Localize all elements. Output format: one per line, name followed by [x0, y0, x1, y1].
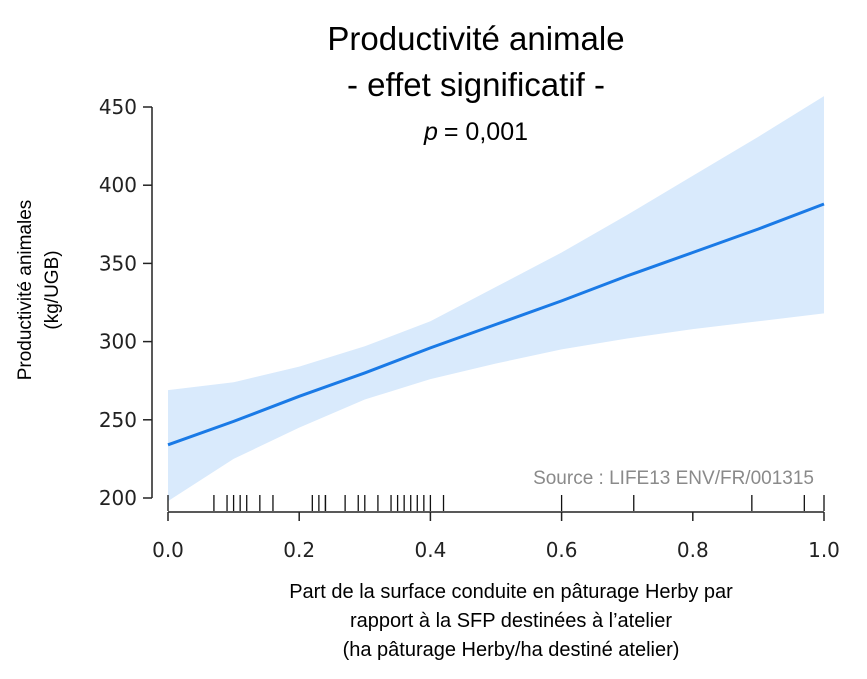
x-tick-label: 0.4 [414, 538, 446, 562]
x-axis-label-line1: Part de la surface conduite en pâturage … [289, 581, 733, 603]
p-symbol: p [423, 118, 438, 146]
p-value: = 0,001 [444, 118, 528, 146]
fit-line [167, 202, 825, 447]
rug-marks [167, 495, 825, 511]
x-axis-label-line2: rapport à la SFP destinées à l’atelier [350, 610, 672, 632]
y-tick-label: 450 [99, 95, 137, 119]
x-axis-ticks: 0.0 0.2 0.4 0.6 0.8 1.0 [152, 512, 840, 562]
p-value-annotation: p = 0,001 [423, 118, 528, 146]
y-tick-label: 350 [99, 251, 137, 275]
chart-subtitle: - effet significatif - [347, 66, 605, 103]
x-tick-label: 1.0 [808, 538, 840, 562]
chart-title: Productivité animale [327, 20, 624, 57]
x-tick-label: 0.8 [677, 538, 709, 562]
y-axis-ticks: 200 250 300 350 400 450 [99, 95, 152, 510]
y-tick-label: 200 [99, 486, 137, 510]
y-tick-label: 250 [99, 408, 137, 432]
x-axis-label-line3: (ha pâturage Herby/ha destiné atelier) [343, 639, 680, 661]
source-note: Source : LIFE13 ENV/FR/001315 [533, 468, 814, 489]
y-tick-label: 400 [99, 173, 137, 197]
y-tick-label: 300 [99, 330, 137, 354]
x-tick-label: 0.6 [546, 538, 578, 562]
confidence-band [168, 96, 824, 502]
y-axis-label-line1: Productivité animales [15, 200, 36, 381]
x-tick-label: 0.2 [283, 538, 315, 562]
y-axis-label-line2: (kg/UGB) [42, 250, 63, 329]
x-tick-label: 0.0 [152, 538, 184, 562]
